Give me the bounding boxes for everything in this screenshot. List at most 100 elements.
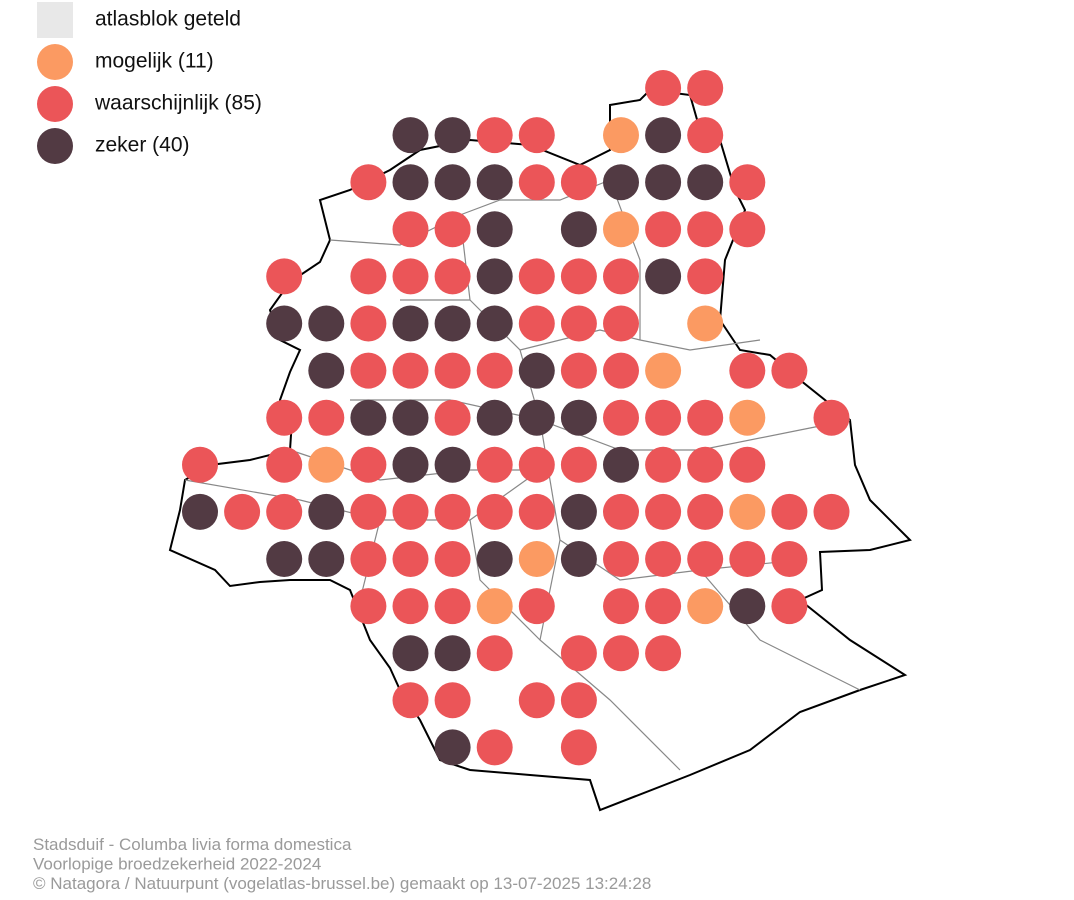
atlas-dot [350, 258, 387, 295]
atlas-dot [560, 352, 597, 389]
atlas-dot [182, 493, 218, 530]
atlas-dot [266, 493, 303, 530]
atlas-dot [518, 399, 555, 436]
atlas-dot [560, 541, 597, 577]
atlas-dot [434, 493, 471, 530]
atlas-dot [687, 493, 724, 530]
atlas-dot [645, 399, 682, 436]
atlas-dot [350, 588, 387, 625]
atlas-dot [645, 352, 682, 389]
atlas-dot [687, 588, 724, 625]
atlas-dot [350, 493, 387, 530]
atlas-dot [434, 305, 471, 342]
atlas-dot [350, 164, 387, 201]
atlas-dot [729, 352, 766, 389]
atlas-dot [476, 211, 513, 248]
atlas-dot [308, 352, 345, 389]
legend-label: zeker (40) [95, 134, 190, 157]
atlas-dot [560, 211, 597, 248]
atlas-dot [729, 541, 766, 577]
atlas-dot [476, 258, 513, 295]
atlas-dot [518, 305, 555, 342]
atlas-dot [434, 117, 471, 154]
atlas-dot [603, 211, 639, 248]
atlas-dot [771, 588, 808, 625]
atlas-dot [518, 258, 555, 295]
atlas-dot [266, 305, 303, 342]
atlas-dot [645, 211, 682, 248]
atlas-dot [771, 541, 808, 577]
atlas-dot [266, 399, 303, 436]
atlas-dot [350, 446, 387, 483]
atlas-dot [308, 446, 345, 483]
atlas-dot [476, 541, 513, 577]
atlas-dot [687, 70, 724, 106]
atlas-dot [603, 446, 639, 483]
atlas-dot [392, 399, 429, 436]
caption-line: Voorlopige broedzekerheid 2022-2024 [33, 855, 321, 874]
atlas-dot [476, 305, 513, 342]
atlas-dot [476, 446, 513, 483]
atlas-dot [729, 164, 766, 201]
atlas-dot [729, 399, 766, 436]
atlas-dot [476, 729, 513, 766]
atlas-dot [392, 682, 429, 719]
atlas-dot [392, 635, 429, 672]
atlas-dot [350, 399, 387, 436]
atlas-dot [645, 588, 682, 625]
atlas-dot [813, 493, 850, 530]
atlas-dot [729, 211, 766, 248]
atlas-dot [350, 352, 387, 389]
atlas-dot [434, 729, 471, 766]
atlas-dot [350, 541, 387, 577]
atlas-dot [308, 399, 345, 436]
atlas-dot [603, 588, 639, 625]
atlas-dot [518, 164, 555, 201]
atlas-dot [687, 164, 724, 201]
atlas-dot [392, 211, 429, 248]
legend-swatch [37, 128, 73, 164]
atlas-dot [476, 117, 513, 154]
atlas-dot [392, 258, 429, 295]
atlas-dot [392, 446, 429, 483]
atlas-dot [687, 541, 724, 577]
atlas-dot [392, 164, 429, 201]
atlas-dot [266, 446, 303, 483]
atlas-dot [687, 446, 724, 483]
atlas-dot [392, 588, 429, 625]
atlas-dot [308, 541, 345, 577]
atlas-dot [560, 635, 597, 672]
atlas-dot [771, 352, 808, 389]
atlas-dot [476, 588, 513, 625]
atlas-dot [603, 541, 639, 577]
atlas-dot [224, 493, 261, 530]
atlas-dot [392, 541, 429, 577]
atlas-dot [350, 305, 387, 342]
atlas-dot [687, 258, 724, 295]
atlas-dot [560, 493, 597, 530]
atlas-dot [392, 305, 429, 342]
atlas-dot [687, 399, 724, 436]
atlas-dot [476, 493, 513, 530]
atlas-dot [729, 493, 766, 530]
atlas-dot [645, 70, 682, 106]
legend-swatch [37, 2, 73, 38]
atlas-dot [771, 493, 808, 530]
atlas-dot [518, 682, 555, 719]
atlas-dot [645, 446, 682, 483]
atlas-dot [434, 541, 471, 577]
atlas-dot [603, 352, 639, 389]
atlas-dot [434, 211, 471, 248]
atlas-dot [645, 258, 682, 295]
atlas-dot [434, 446, 471, 483]
atlas-dot [518, 352, 555, 389]
atlas-dot [813, 399, 850, 436]
atlas-dot [518, 117, 555, 154]
legend-swatch [37, 44, 73, 80]
atlas-dot [560, 399, 597, 436]
atlas-dot [560, 258, 597, 295]
atlas-dot [603, 635, 639, 672]
atlas-dot [560, 305, 597, 342]
atlas-dot [266, 258, 303, 295]
